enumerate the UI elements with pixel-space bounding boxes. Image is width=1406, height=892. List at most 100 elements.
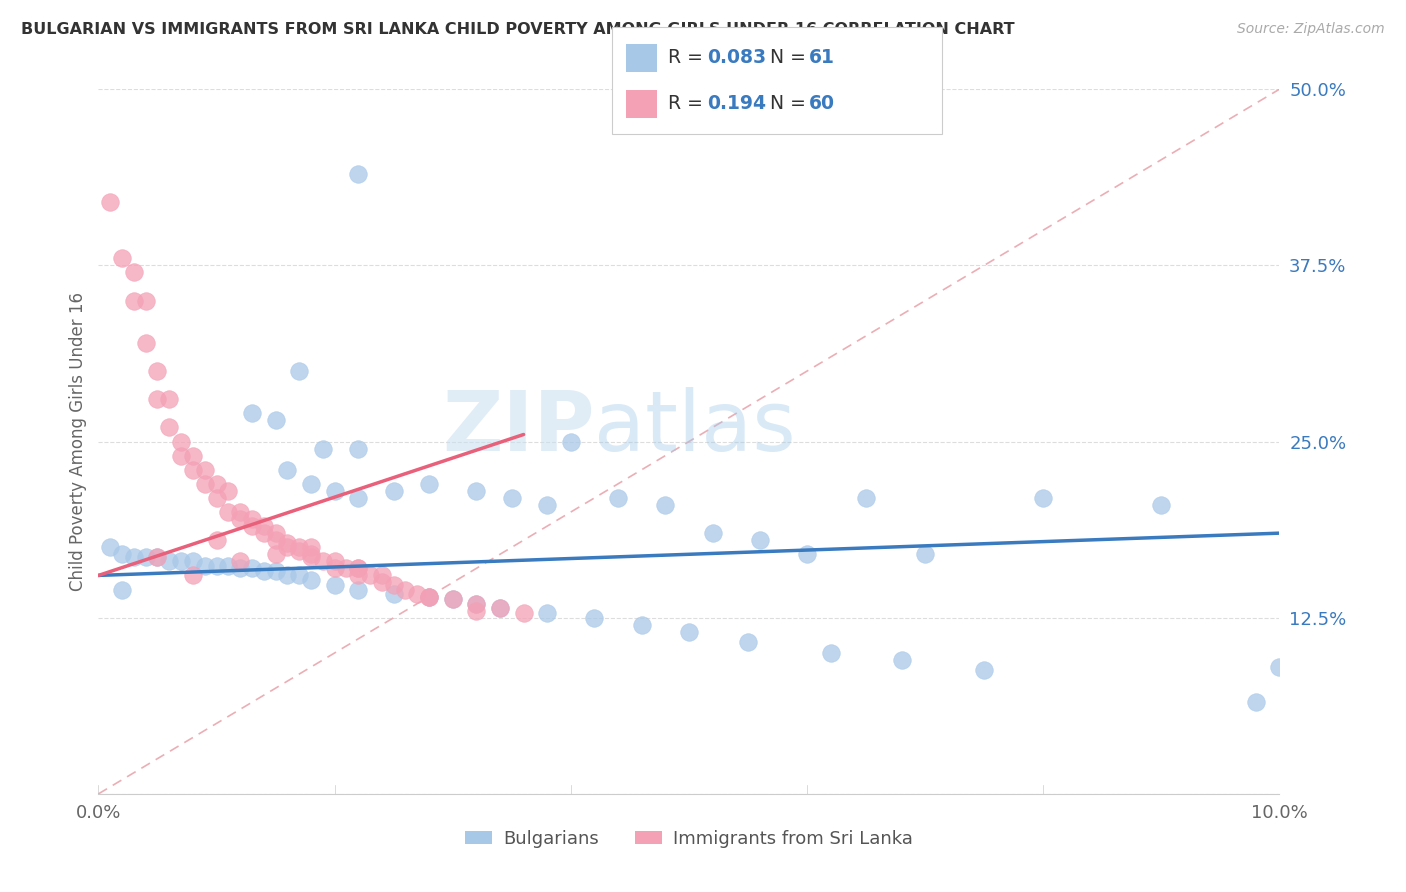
Point bbox=[347, 167, 370, 181]
Point bbox=[371, 575, 394, 590]
Point bbox=[240, 561, 263, 575]
Point bbox=[122, 293, 145, 308]
Text: 61: 61 bbox=[808, 48, 834, 67]
Point bbox=[135, 335, 157, 350]
Point bbox=[748, 533, 770, 548]
Point bbox=[229, 505, 252, 519]
Point bbox=[111, 547, 134, 561]
Point bbox=[240, 512, 263, 526]
Point bbox=[276, 568, 298, 582]
Point bbox=[181, 568, 204, 582]
Point bbox=[98, 541, 121, 555]
Point bbox=[253, 519, 276, 533]
Point bbox=[205, 533, 228, 548]
Point bbox=[157, 420, 180, 434]
Point bbox=[382, 483, 405, 498]
Point bbox=[418, 590, 440, 604]
Point bbox=[194, 463, 217, 477]
Point bbox=[217, 558, 239, 573]
Point bbox=[820, 646, 842, 660]
Point bbox=[418, 476, 440, 491]
Point bbox=[465, 597, 488, 611]
Point bbox=[796, 547, 818, 561]
Point bbox=[111, 582, 134, 597]
Point bbox=[702, 526, 724, 541]
Point bbox=[359, 568, 381, 582]
Point bbox=[146, 392, 169, 407]
Point bbox=[240, 519, 263, 533]
Point bbox=[489, 600, 512, 615]
Point bbox=[465, 597, 488, 611]
Point bbox=[146, 550, 169, 565]
Point bbox=[347, 442, 370, 456]
Point bbox=[678, 624, 700, 639]
Point bbox=[229, 561, 252, 575]
Point bbox=[536, 498, 558, 512]
Point bbox=[205, 491, 228, 505]
Point bbox=[122, 265, 145, 279]
Point bbox=[347, 561, 370, 575]
Point bbox=[181, 463, 204, 477]
Point bbox=[288, 544, 311, 558]
Point bbox=[394, 582, 416, 597]
Point bbox=[323, 578, 346, 592]
Text: N =: N = bbox=[770, 95, 813, 113]
Point bbox=[312, 554, 335, 568]
Point bbox=[489, 600, 512, 615]
Point bbox=[465, 483, 488, 498]
Point bbox=[441, 592, 464, 607]
Point bbox=[630, 617, 652, 632]
Text: 0.194: 0.194 bbox=[707, 95, 766, 113]
Point bbox=[170, 554, 193, 568]
Point bbox=[170, 449, 193, 463]
Point bbox=[299, 476, 322, 491]
Point bbox=[347, 491, 370, 505]
Point bbox=[276, 463, 298, 477]
Point bbox=[1150, 498, 1173, 512]
Point bbox=[264, 547, 287, 561]
Text: Source: ZipAtlas.com: Source: ZipAtlas.com bbox=[1237, 22, 1385, 37]
Point bbox=[135, 550, 157, 565]
Point bbox=[855, 491, 877, 505]
Point bbox=[264, 526, 287, 541]
Point bbox=[288, 364, 311, 378]
Text: atlas: atlas bbox=[595, 387, 796, 468]
Point bbox=[276, 536, 298, 550]
Point bbox=[512, 607, 534, 621]
Point bbox=[229, 554, 252, 568]
Point bbox=[288, 541, 311, 555]
Point bbox=[181, 449, 204, 463]
Point bbox=[347, 568, 370, 582]
Point bbox=[299, 550, 322, 565]
Point bbox=[264, 413, 287, 427]
Point bbox=[170, 434, 193, 449]
Point bbox=[418, 590, 440, 604]
Point bbox=[347, 582, 370, 597]
Point bbox=[194, 558, 217, 573]
Point bbox=[205, 558, 228, 573]
Point bbox=[205, 476, 228, 491]
Point bbox=[323, 483, 346, 498]
Point bbox=[347, 561, 370, 575]
Point bbox=[135, 293, 157, 308]
Point bbox=[465, 604, 488, 618]
Point bbox=[312, 442, 335, 456]
Point bbox=[111, 252, 134, 266]
Point bbox=[288, 568, 311, 582]
Point bbox=[299, 573, 322, 587]
Point bbox=[253, 564, 276, 578]
Point bbox=[323, 554, 346, 568]
Text: BULGARIAN VS IMMIGRANTS FROM SRI LANKA CHILD POVERTY AMONG GIRLS UNDER 16 CORREL: BULGARIAN VS IMMIGRANTS FROM SRI LANKA C… bbox=[21, 22, 1015, 37]
Point bbox=[607, 491, 630, 505]
Y-axis label: Child Poverty Among Girls Under 16: Child Poverty Among Girls Under 16 bbox=[69, 292, 87, 591]
Point bbox=[441, 592, 464, 607]
Point bbox=[654, 498, 676, 512]
Legend: Bulgarians, Immigrants from Sri Lanka: Bulgarians, Immigrants from Sri Lanka bbox=[458, 823, 920, 855]
Point bbox=[914, 547, 936, 561]
Point bbox=[98, 194, 121, 209]
Point bbox=[323, 561, 346, 575]
Point bbox=[890, 653, 912, 667]
Point bbox=[536, 607, 558, 621]
Text: N =: N = bbox=[770, 48, 813, 67]
Point bbox=[240, 406, 263, 420]
